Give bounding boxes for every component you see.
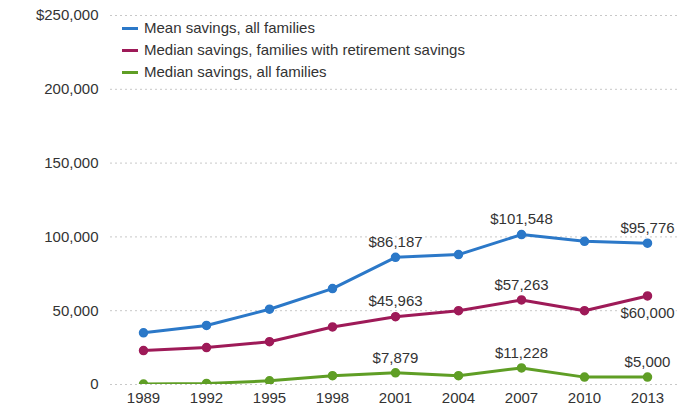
svg-text:2013: 2013: [631, 389, 664, 406]
svg-text:$101,548: $101,548: [490, 210, 553, 227]
svg-text:150,000: 150,000: [44, 154, 98, 171]
svg-text:2004: 2004: [442, 389, 475, 406]
svg-text:100,000: 100,000: [44, 228, 98, 245]
svg-text:2007: 2007: [505, 389, 538, 406]
svg-text:1989: 1989: [127, 389, 160, 406]
svg-text:50,000: 50,000: [53, 302, 99, 319]
html-text:Mean savings, all families: Mean savings, all families: [144, 19, 315, 36]
svg-text:$57,263: $57,263: [494, 276, 548, 293]
svg-text:$95,776: $95,776: [620, 219, 674, 236]
svg-text:$7,879: $7,879: [373, 349, 419, 366]
svg-text:$11,228: $11,228: [495, 344, 548, 361]
html-text:Median savings, families with: Median savings, families with retirement…: [144, 41, 465, 58]
svg-text:$250,000: $250,000: [36, 6, 99, 23]
svg-text:2010: 2010: [568, 389, 601, 406]
svg-text:$5,000: $5,000: [625, 353, 671, 370]
svg-text:2001: 2001: [379, 389, 412, 406]
html-text:Median savings, all families: Median savings, all families: [144, 63, 327, 80]
svg-text:$86,187: $86,187: [368, 233, 422, 250]
svg-text:1995: 1995: [253, 389, 286, 406]
svg-text:200,000: 200,000: [44, 80, 98, 97]
svg-text:$45,963: $45,963: [368, 292, 422, 309]
svg-text:1998: 1998: [316, 389, 349, 406]
svg-text:$60,000: $60,000: [620, 304, 674, 321]
svg-text:1992: 1992: [190, 389, 223, 406]
svg-text:0: 0: [90, 375, 98, 392]
